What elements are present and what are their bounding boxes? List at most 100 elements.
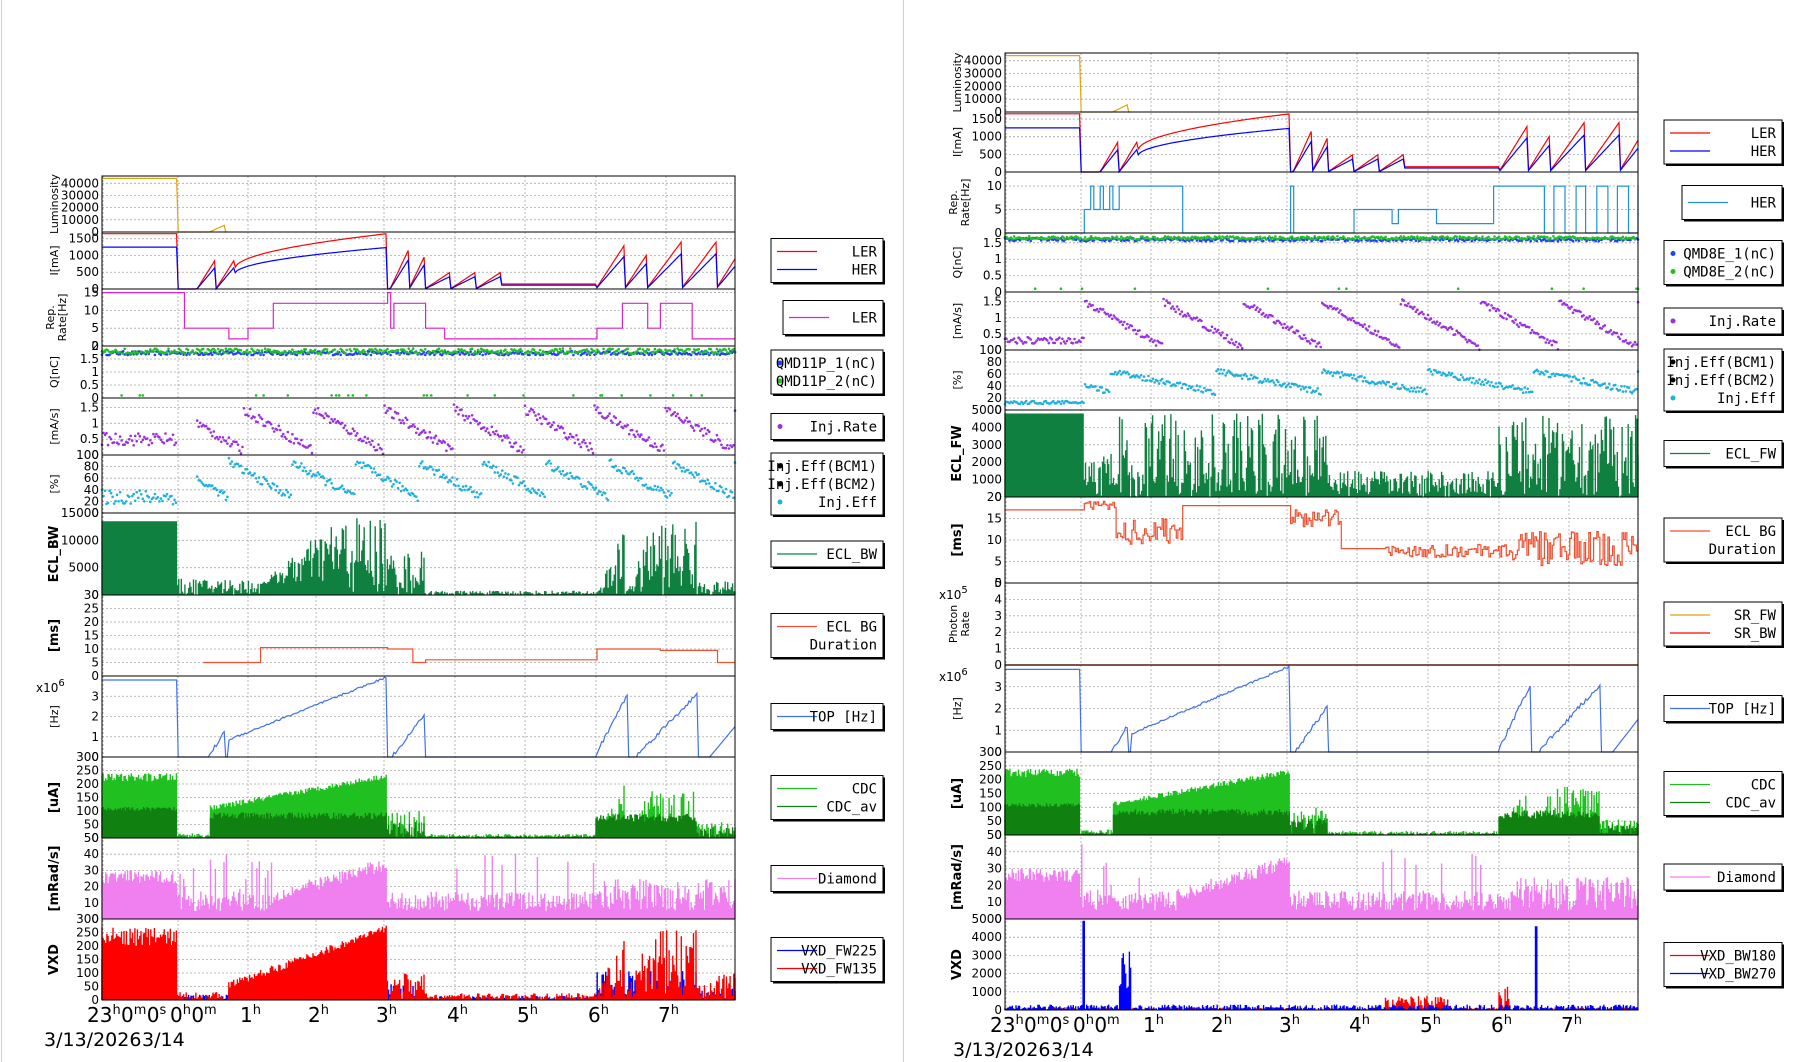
data-point — [572, 394, 575, 397]
data-point — [414, 431, 418, 435]
y-tick-label: 0 — [91, 225, 99, 239]
data-point — [1487, 303, 1490, 306]
data-point — [396, 412, 400, 415]
data-point — [330, 417, 333, 421]
data-point — [510, 479, 513, 482]
legend-box — [1663, 942, 1783, 987]
data-point — [1547, 341, 1551, 345]
data-point — [1527, 326, 1531, 329]
data-point — [1493, 307, 1496, 310]
data-point — [699, 429, 702, 433]
data-point — [1429, 317, 1433, 320]
data-point — [1621, 235, 1625, 239]
data-point — [186, 348, 190, 352]
data-point — [600, 493, 604, 497]
data-point — [1349, 373, 1353, 376]
data-point — [493, 432, 497, 436]
data-point — [1239, 374, 1242, 377]
data-point — [289, 440, 293, 444]
data-point — [1381, 239, 1384, 242]
data-point — [1216, 328, 1220, 332]
data-point — [1550, 343, 1554, 347]
data-point — [1225, 371, 1229, 375]
data-point — [1126, 370, 1129, 374]
y-tick-label: 5000 — [971, 912, 1002, 926]
y-axis-label: [mRad/s] — [950, 844, 965, 910]
data-point — [484, 429, 488, 433]
data-point — [517, 483, 521, 487]
data-point — [487, 431, 491, 435]
data-point — [520, 451, 524, 454]
data-point — [1212, 331, 1215, 335]
data-point — [1494, 382, 1498, 385]
legend-label: VXD_BW180 — [1700, 949, 1776, 965]
data-point — [544, 417, 548, 421]
data-point — [275, 484, 279, 488]
data-point — [1580, 382, 1584, 385]
data-point — [647, 353, 651, 356]
data-point — [1432, 320, 1436, 324]
data-point — [1073, 337, 1076, 341]
data-point — [504, 472, 507, 475]
data-point — [303, 466, 306, 469]
data-point — [1425, 392, 1428, 396]
data-point — [321, 475, 324, 478]
data-point — [1372, 381, 1375, 384]
data-point — [609, 458, 613, 461]
y-tick-label: 10 — [987, 533, 1002, 547]
data-point — [732, 443, 735, 447]
data-point — [1150, 379, 1153, 383]
data-point — [688, 348, 691, 351]
data-point — [1058, 336, 1061, 340]
data-point — [433, 350, 436, 353]
data-point — [1225, 235, 1229, 238]
y-tick-label: 1 — [91, 730, 99, 744]
data-point — [637, 433, 640, 436]
data-point — [454, 484, 457, 488]
data-point — [350, 349, 353, 353]
data-point — [555, 467, 558, 471]
data-point — [260, 483, 264, 486]
data-point — [623, 467, 626, 470]
data-point — [437, 468, 441, 472]
data-point — [146, 437, 149, 440]
data-point — [1379, 382, 1383, 385]
legend: TOP [Hz] — [770, 703, 885, 732]
data-point — [152, 432, 155, 436]
data-point — [230, 460, 234, 463]
data-point — [218, 435, 222, 439]
y-tick-label: 20000 — [61, 201, 99, 215]
data-point — [309, 443, 312, 447]
data-point — [248, 407, 252, 411]
data-point — [1431, 373, 1434, 376]
data-point — [322, 476, 326, 480]
data-point — [1441, 235, 1445, 238]
data-point — [1290, 325, 1294, 329]
x-tick-unit: h — [601, 1003, 609, 1018]
data-point — [1221, 331, 1224, 334]
data-point — [336, 352, 340, 356]
data-point — [424, 353, 427, 357]
legend: QMD11P_1(nC)QMD11P_2(nC) — [770, 349, 885, 396]
data-point — [1571, 239, 1575, 243]
legend-label: QMD8E_1(nC) — [1683, 247, 1776, 263]
legend-box — [770, 775, 884, 820]
data-point — [1088, 385, 1091, 389]
data-point — [250, 417, 253, 420]
data-point — [1352, 238, 1356, 241]
data-point — [712, 487, 716, 491]
x-tick-label: 4h — [1349, 1013, 1370, 1037]
data-point — [1420, 310, 1424, 314]
data-point — [242, 407, 246, 410]
data-point — [1530, 328, 1534, 332]
legend-box — [1663, 307, 1783, 335]
data-point — [479, 492, 483, 495]
data-point — [1327, 370, 1330, 373]
legend-box — [1663, 601, 1783, 647]
data-point — [179, 349, 182, 352]
data-point — [1029, 239, 1032, 243]
legend-label: Inj.Eff — [818, 495, 877, 511]
data-point — [635, 476, 639, 480]
data-point — [560, 349, 563, 353]
data-point — [1493, 385, 1496, 389]
